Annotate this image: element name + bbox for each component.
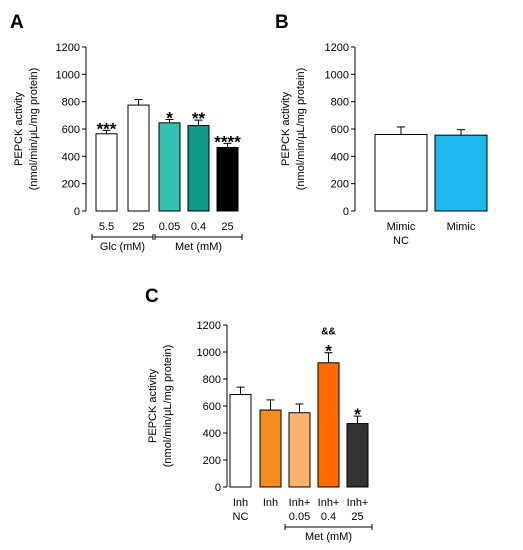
- panel-c-category-4-1: 25: [351, 511, 363, 523]
- panel-a-bar-3: [187, 125, 210, 212]
- panel-b-letter: B: [275, 12, 289, 33]
- panel-b-category-0-0: Mimic: [387, 221, 416, 233]
- panel-a-y-tick-label-1: 200: [62, 179, 80, 191]
- panel-b-y-tick-label-6: 1200: [325, 42, 349, 54]
- panel-b-y-tick-label-0: 0: [343, 206, 349, 218]
- panel-c-y-tick-label-6: 1200: [197, 320, 221, 332]
- panel-b-bar-1: [434, 134, 488, 212]
- panel-c-category-3-0: Inh+: [318, 497, 340, 509]
- panel-a-category-4-0: 25: [221, 221, 233, 233]
- panel-c-y-label-line-0: PEPCK activity: [147, 369, 159, 443]
- panel-c-bar-1: [259, 409, 282, 488]
- panel-b-y-label-line-0: PEPCK activity: [280, 92, 292, 166]
- panel-a-significance-0-0: ***: [97, 119, 117, 138]
- panel-c-category-2-0: Inh+: [289, 497, 311, 509]
- panel-b-y-tick-label-5: 1000: [325, 69, 349, 81]
- panel-c-y-label-line-1: (nmol/min/μL/mg protein): [162, 345, 174, 468]
- panel-a-y-tick-label-0: 0: [74, 206, 80, 218]
- panel-c-bar-3: [317, 362, 340, 488]
- panel-a-bar-1: [127, 104, 150, 212]
- panel-b-y-label-line-1: (nmol/min/μL/mg protein): [295, 68, 307, 191]
- panel-c-letter: C: [145, 286, 159, 307]
- panel-a-y-tick-label-3: 600: [62, 124, 80, 136]
- panel-a-category-0-0: 5.5: [99, 221, 114, 233]
- panel-c-significance-4-0: *: [354, 405, 361, 424]
- panel-b-y-tick-label-3: 600: [331, 124, 349, 136]
- panel-a-bar-0: [95, 133, 118, 212]
- panel-a-category-1-0: 25: [132, 221, 144, 233]
- chart-panel-c: 0 200 400 600 800 1000 1200 PEPCK activity (nmol…: [147, 320, 373, 543]
- panel-a-y-label-line-1: (nmol/min/μL/mg protein): [28, 68, 40, 191]
- panel-c-bar-2: [288, 412, 311, 488]
- panel-b-bar-0: [374, 133, 428, 212]
- panel-a-y-label-line-0: PEPCK activity: [13, 92, 25, 166]
- panel-b-category-1-0: Mimic: [447, 221, 476, 233]
- panel-a-y-tick-label-2: 400: [62, 151, 80, 163]
- panel-b-y-tick-label-1: 200: [331, 179, 349, 191]
- panel-a-significance-2-0: *: [166, 108, 173, 127]
- panel-c-category-4-0: Inh+: [347, 497, 369, 509]
- panel-c-category-0-1: NC: [233, 511, 249, 523]
- panel-b-y-tick-label-2: 400: [331, 151, 349, 163]
- panel-c-category-0-0: Inh: [233, 497, 248, 509]
- panel-c-y-tick-label-1: 200: [203, 455, 221, 467]
- panel-c-significance-3-0: &&: [321, 327, 335, 338]
- panel-a-y-tick-label-6: 1200: [56, 42, 80, 54]
- panel-a-group-label-1: Met (mM): [175, 241, 222, 253]
- panel-a-letter: A: [10, 12, 24, 33]
- panel-c-bar-0: [229, 394, 252, 488]
- panel-c-y-tick-label-4: 800: [203, 374, 221, 386]
- panel-c-y-tick-label-2: 400: [203, 428, 221, 440]
- panel-c-group-label-0: Met (mM): [305, 531, 352, 543]
- panel-b-category-0-1: NC: [393, 235, 409, 247]
- panel-a-category-2-0: 0.05: [159, 221, 180, 233]
- panel-a-significance-4-0: ****: [214, 132, 241, 151]
- chart-panel-b: 0 200 400 600 800 1000 1200 PEPCK activity (nmol…: [280, 42, 488, 247]
- panel-a-y-tick-label-4: 800: [62, 97, 80, 109]
- chart-panel-a: 0 200 400 600 800 1000 1200 PEPCK activity (nmol…: [13, 42, 243, 253]
- panel-c-category-2-1: 0.05: [289, 511, 310, 523]
- panel-a-category-3-0: 0.4: [191, 221, 206, 233]
- panel-c-y-tick-label-5: 1000: [197, 347, 221, 359]
- panel-b-y-tick-label-4: 800: [331, 97, 349, 109]
- panel-c-category-3-1: 0.4: [321, 511, 336, 523]
- panel-c-significance-3-1: *: [325, 342, 332, 361]
- panel-c-bar-4: [346, 423, 369, 488]
- panel-a-bar-2: [158, 122, 181, 212]
- panel-c-category-1-0: Inh: [263, 497, 278, 509]
- panel-a-bar-4: [216, 146, 239, 212]
- panel-c-y-tick-label-3: 600: [203, 401, 221, 413]
- panel-c-y-tick-label-0: 0: [215, 482, 221, 494]
- panel-a-group-label-0: Glc (mM): [100, 241, 145, 253]
- panel-a-y-tick-label-5: 1000: [56, 69, 80, 81]
- panel-a-significance-3-0: **: [192, 109, 206, 128]
